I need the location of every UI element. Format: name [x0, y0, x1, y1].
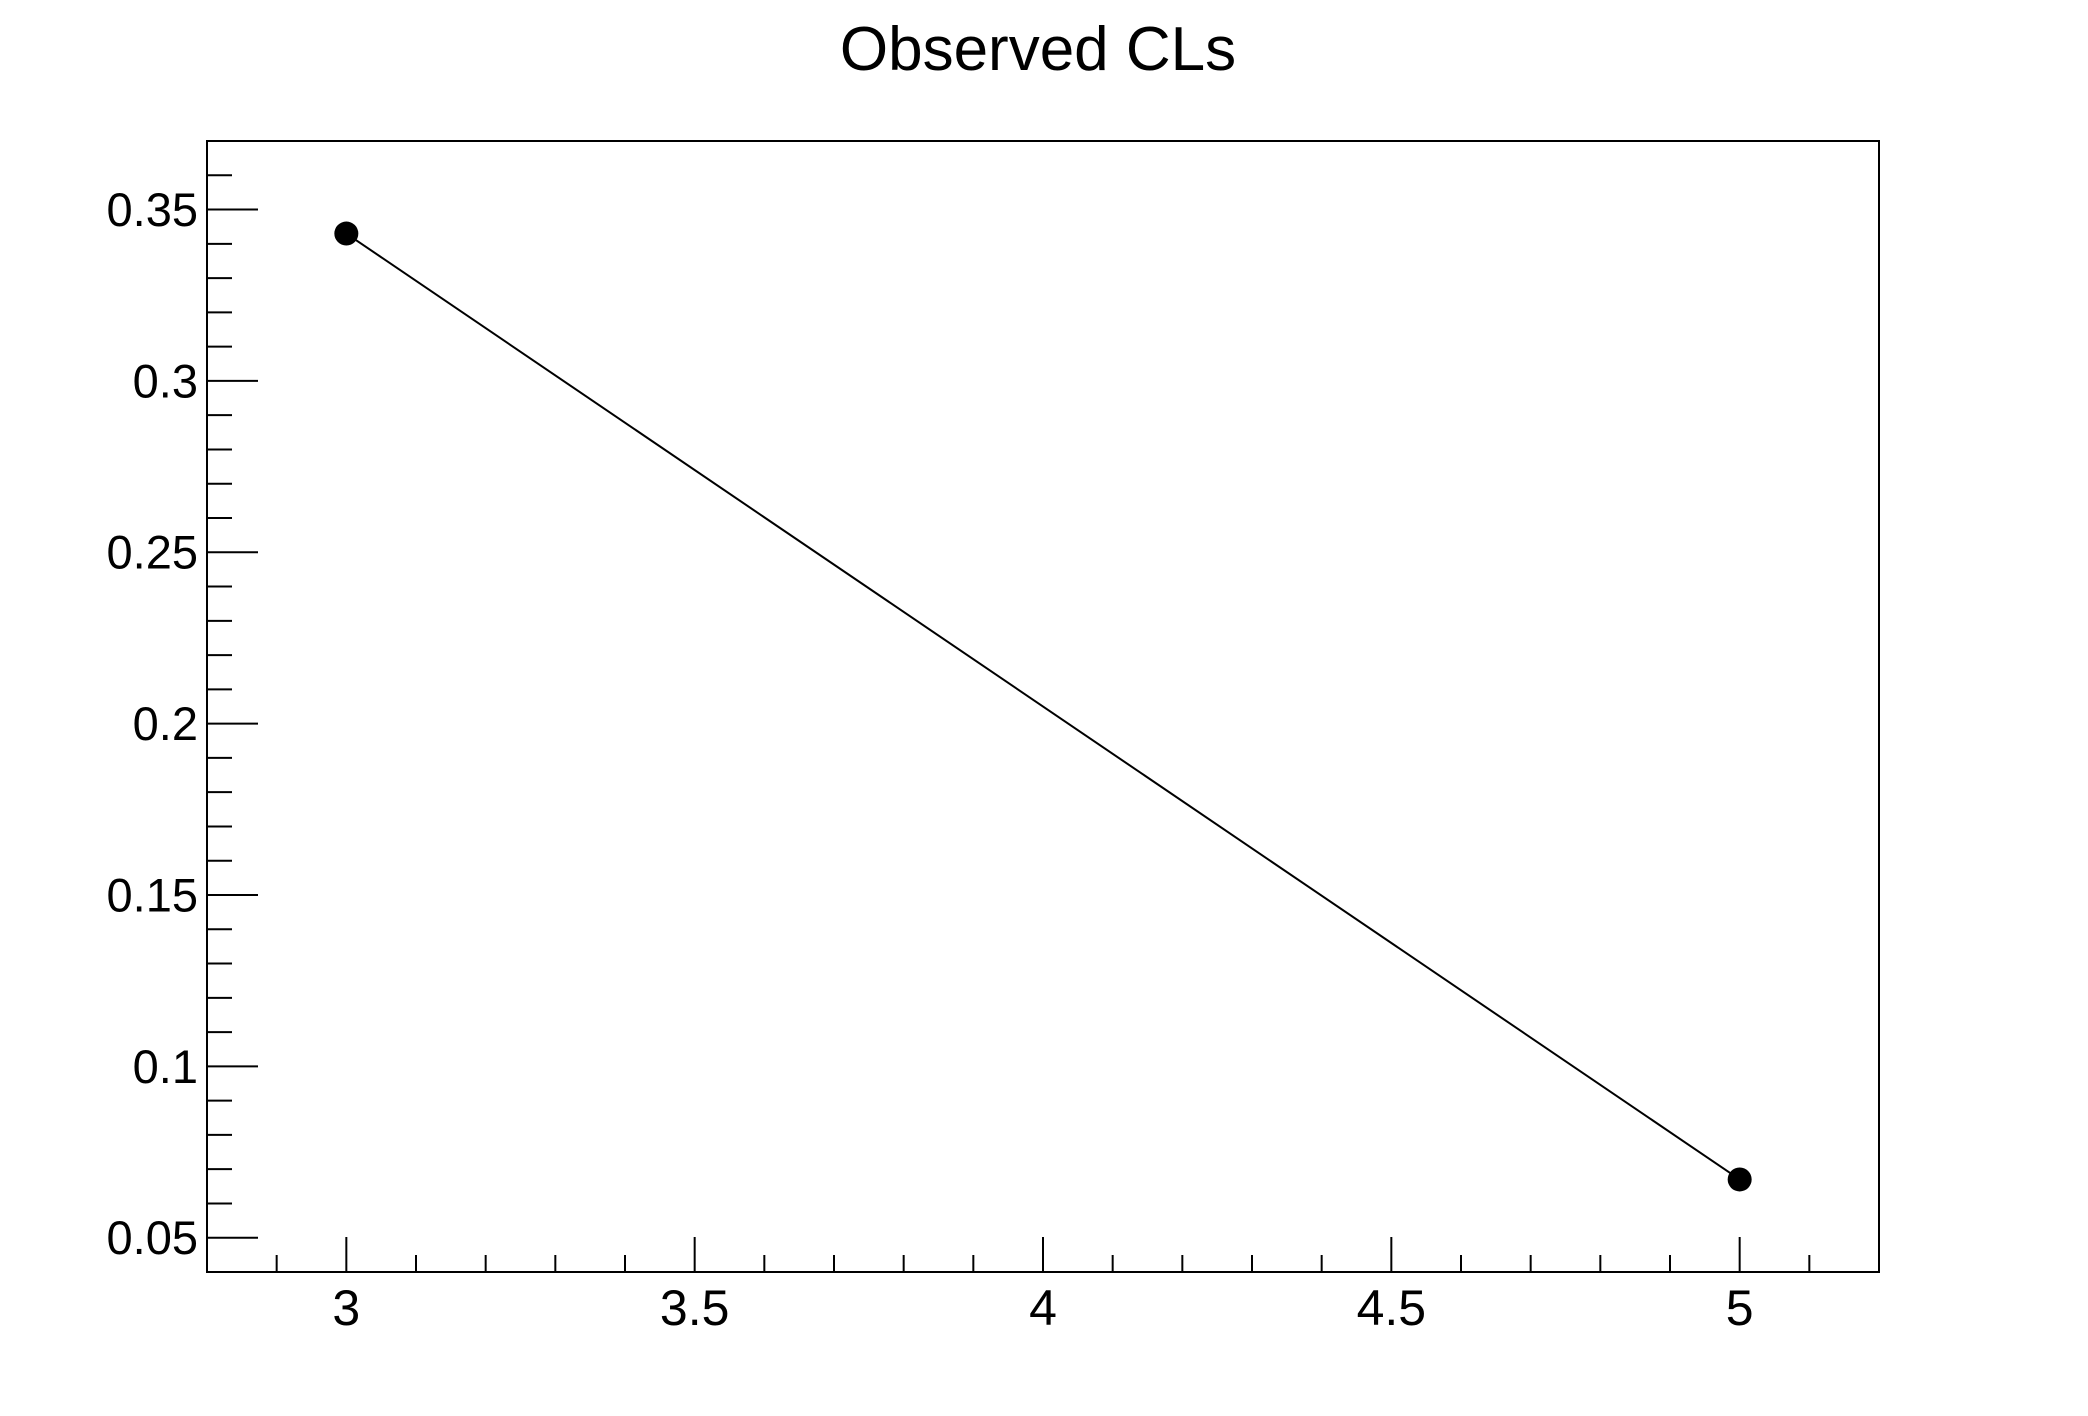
x-axis-tick-label: 4	[1029, 1280, 1057, 1336]
series-line	[345, 232, 1741, 1181]
x-axis-tick-label: 3	[332, 1280, 360, 1336]
x-axis-tick-label: 5	[1726, 1280, 1754, 1336]
data-point-marker	[1727, 1167, 1752, 1192]
y-axis-tick-label: 0.05	[107, 1211, 198, 1264]
x-axis-tick-label: 4.5	[1357, 1280, 1427, 1336]
y-axis-tick-label: 0.3	[133, 354, 198, 407]
y-axis-tick-label: 0.2	[133, 697, 198, 750]
y-axis-tick-label: 0.35	[107, 183, 198, 236]
data-point-marker	[334, 221, 359, 246]
y-axis-tick-label: 0.25	[107, 526, 198, 579]
x-axis-tick-label: 3.5	[660, 1280, 730, 1336]
chart-title: Observed CLs	[839, 15, 1237, 84]
y-axis-tick-label: 0.1	[133, 1040, 198, 1093]
y-axis-tick-label: 0.15	[107, 868, 198, 921]
